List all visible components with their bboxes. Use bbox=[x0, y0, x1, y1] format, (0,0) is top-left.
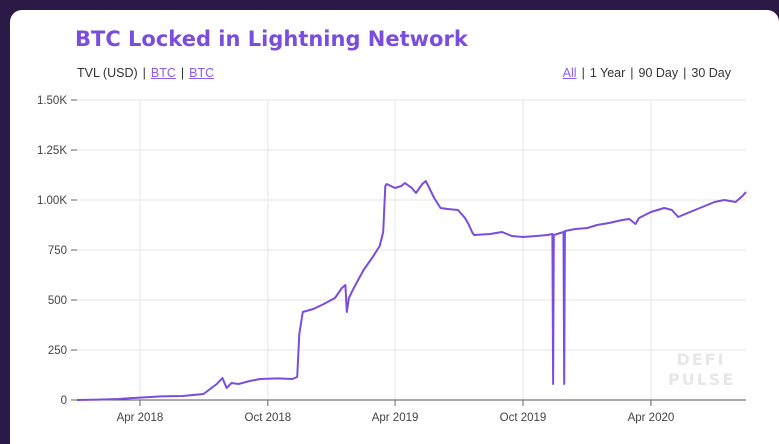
range-option-1-year[interactable]: 1 Year bbox=[589, 66, 626, 80]
watermark-line-2: PULSE bbox=[668, 370, 736, 389]
y-tick-label: 1.25K bbox=[37, 145, 67, 157]
y-tick-label: 1.00K bbox=[37, 195, 67, 207]
unit-option-btc[interactable]: BTC bbox=[150, 66, 176, 80]
y-axis-ticks: 0 250 500 750 1.00K 1.25K 1.50K bbox=[37, 95, 77, 407]
x-tick-label: Apr 2020 bbox=[628, 412, 675, 424]
unit-selector: TVL (USD) | BTC | BTC bbox=[77, 66, 214, 80]
y-tick-label: 1.50K bbox=[37, 95, 67, 107]
unit-option-tvl-usd[interactable]: TVL (USD) bbox=[77, 66, 138, 80]
range-separator: | bbox=[581, 66, 585, 80]
unit-option-btc-2[interactable]: BTC bbox=[189, 66, 215, 80]
range-option-30-day[interactable]: 30 Day bbox=[691, 66, 731, 80]
chart-title: BTC Locked in Lightning Network bbox=[75, 27, 468, 51]
x-tick-label: Apr 2018 bbox=[117, 412, 164, 424]
x-tick-label: Apr 2019 bbox=[372, 412, 419, 424]
x-gridlines bbox=[139, 100, 652, 400]
x-tick-label: Oct 2018 bbox=[245, 412, 292, 424]
y-tick-label: 500 bbox=[48, 295, 67, 307]
x-tick-label: Oct 2019 bbox=[500, 412, 547, 424]
range-separator: | bbox=[683, 66, 687, 80]
range-option-all[interactable]: All bbox=[562, 66, 577, 80]
unit-separator: | bbox=[180, 66, 185, 80]
range-option-90-day[interactable]: 90 Day bbox=[638, 66, 679, 80]
y-tick-label: 750 bbox=[48, 245, 67, 257]
series-line[interactable] bbox=[76, 180, 747, 401]
watermark-line-1: DEFI bbox=[676, 350, 726, 369]
y-tick-label: 0 bbox=[61, 395, 67, 407]
defi-pulse-watermark: DEFI PULSE bbox=[668, 350, 734, 390]
range-selector: All | 1 Year | 90 Day | 30 Day bbox=[563, 66, 731, 80]
y-tick-label: 250 bbox=[48, 345, 67, 357]
range-separator: | bbox=[630, 66, 634, 80]
unit-separator: | bbox=[142, 66, 146, 80]
x-axis-ticks: Apr 2018 Oct 2018 Apr 2019 Oct 2019 Apr 2020 bbox=[117, 400, 675, 424]
y-gridlines bbox=[77, 99, 746, 351]
